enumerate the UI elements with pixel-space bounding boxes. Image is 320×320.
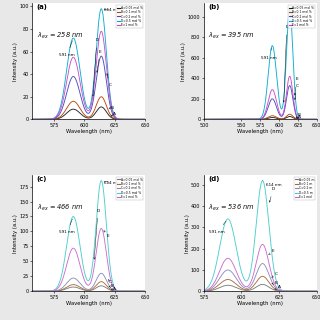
Text: $\lambda_{ex}$ = 536 nm: $\lambda_{ex}$ = 536 nm [208, 203, 255, 213]
Text: A: A [111, 112, 116, 116]
Text: $\lambda_{ex}$ = 466 nm: $\lambda_{ex}$ = 466 nm [36, 203, 83, 213]
Text: D: D [283, 25, 288, 102]
Text: C: C [272, 272, 278, 277]
X-axis label: Wavelength (nm): Wavelength (nm) [237, 301, 283, 306]
Text: $\lambda_{ex}$ = 395 nm: $\lambda_{ex}$ = 395 nm [208, 31, 255, 41]
Text: A: A [297, 115, 301, 119]
Text: (b): (b) [208, 4, 220, 10]
Text: $\lambda_{ex}$ = 258 nm: $\lambda_{ex}$ = 258 nm [36, 31, 83, 41]
Text: 591 nm: 591 nm [210, 221, 226, 234]
Legend: A=0.05 mol %, B=0.1 mol %, C=0.2 mol %, D=0.5 mol %, E=1 mol %: A=0.05 mol %, B=0.1 mol %, C=0.2 mol %, … [116, 5, 143, 28]
Y-axis label: Intensity (a.u.): Intensity (a.u.) [13, 214, 18, 252]
Text: B: B [272, 281, 278, 285]
Text: (d): (d) [208, 176, 220, 182]
Text: C: C [294, 84, 299, 100]
Y-axis label: Intensity (a.u.): Intensity (a.u.) [13, 42, 18, 81]
Text: A: A [111, 287, 116, 291]
Text: 591 nm: 591 nm [261, 48, 276, 60]
Text: E: E [294, 77, 299, 95]
Text: E: E [96, 50, 101, 72]
Y-axis label: Intensity (a.u.): Intensity (a.u.) [185, 214, 189, 252]
Text: 614 nm: 614 nm [262, 180, 281, 187]
Text: A: A [275, 285, 281, 289]
Text: B: B [109, 106, 114, 110]
Text: 614 nm: 614 nm [104, 8, 119, 12]
Text: D: D [269, 187, 275, 202]
Text: (a): (a) [36, 4, 47, 10]
Text: 614 nm: 614 nm [104, 181, 119, 185]
Text: 614 nm: 614 nm [290, 9, 307, 17]
Text: E: E [104, 231, 109, 238]
Text: E: E [269, 249, 274, 255]
Text: D: D [93, 209, 100, 259]
X-axis label: Wavelength (nm): Wavelength (nm) [66, 301, 111, 306]
Text: B: B [296, 113, 300, 118]
Text: 591 nm: 591 nm [60, 219, 75, 235]
Legend: A=0.05 mol %, B=0.1 mol %, C=0.2 mol %, D=0.5 mol %, E=1 mol %: A=0.05 mol %, B=0.1 mol %, C=0.2 mol %, … [288, 5, 315, 28]
Text: B: B [109, 284, 114, 288]
Text: (c): (c) [36, 176, 47, 182]
Legend: A=0.05 mol %, B=0.1 mol %, C=0.2 mol %, D=0.5 mol %, E=1 mol %: A=0.05 mol %, B=0.1 mol %, C=0.2 mol %, … [116, 177, 143, 200]
Text: 591 nm: 591 nm [60, 41, 75, 57]
Legend: A=0.05 m, B=0.1 m, C=0.2 m, D=0.5 m, E=1 mol: A=0.05 m, B=0.1 m, C=0.2 m, D=0.5 m, E=1… [294, 177, 315, 200]
X-axis label: Wavelength (nm): Wavelength (nm) [66, 129, 111, 134]
Text: C: C [108, 280, 112, 284]
Text: D: D [92, 38, 99, 96]
Y-axis label: Intensity (a.u.): Intensity (a.u.) [181, 42, 187, 81]
X-axis label: Wavelength (nm): Wavelength (nm) [237, 129, 283, 134]
Text: C: C [107, 74, 112, 87]
